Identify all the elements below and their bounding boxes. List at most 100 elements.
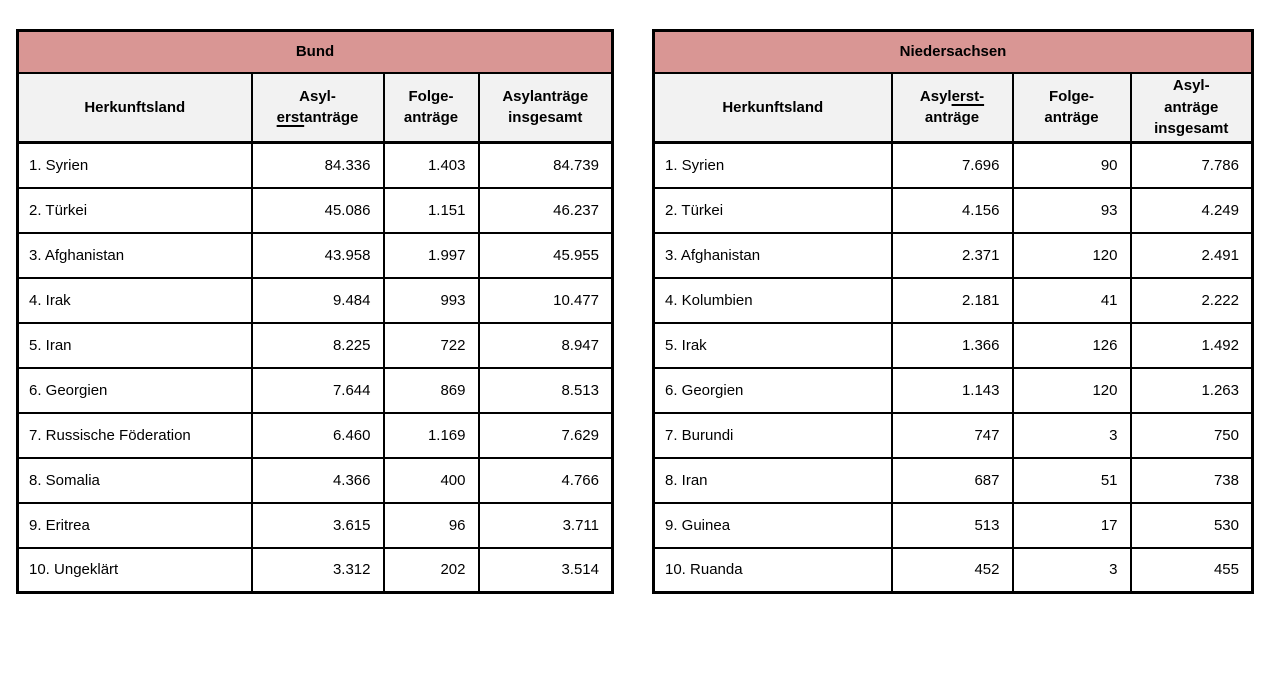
- cell-herkunftsland: 4. Irak: [16, 276, 253, 324]
- table-row: 7. Burundi 747 3 750: [652, 411, 1254, 459]
- title-row: Bund: [16, 29, 614, 74]
- cell-insgesamt: 4.249: [1129, 186, 1254, 234]
- cell-herkunftsland: 1. Syrien: [652, 141, 893, 189]
- cell-insgesamt: 8.947: [477, 321, 614, 369]
- cell-insgesamt: 1.263: [1129, 366, 1254, 414]
- column-header-text: erst-: [951, 87, 985, 105]
- cell-insgesamt: 3.711: [477, 501, 614, 549]
- cell-erstantraege: 43.958: [250, 231, 385, 279]
- cell-erstantraege: 7.644: [250, 366, 385, 414]
- cell-folgeantraege: 96: [382, 501, 480, 549]
- cell-folgeantraege: 1.151: [382, 186, 480, 234]
- cell-erstantraege: 9.484: [250, 276, 385, 324]
- cell-erstantraege: 747: [890, 411, 1014, 459]
- cell-folgeantraege: 3: [1011, 546, 1132, 594]
- cell-erstantraege: 7.696: [890, 141, 1014, 189]
- column-header-text: Asyl-: [1172, 77, 1210, 95]
- column-header-text: insgesamt: [508, 109, 583, 127]
- cell-folgeantraege: 120: [1011, 231, 1132, 279]
- cell-insgesamt: 750: [1129, 411, 1254, 459]
- cell-folgeantraege: 93: [1011, 186, 1132, 234]
- column-header-folgeantraege: Folge-anträge: [382, 71, 480, 144]
- cell-insgesamt: 10.477: [477, 276, 614, 324]
- cell-insgesamt: 1.492: [1129, 321, 1254, 369]
- cell-folgeantraege: 51: [1011, 456, 1132, 504]
- table-row: 2. Türkei 4.156 93 4.249: [652, 186, 1254, 234]
- table-row: 4. Irak 9.484 993 10.477: [16, 276, 614, 324]
- column-header-text: anträge: [403, 109, 459, 127]
- table-title: Niedersachsen: [652, 29, 1254, 74]
- table-row: 10. Ungeklärt 3.312 202 3.514: [16, 546, 614, 594]
- cell-erstantraege: 2.371: [890, 231, 1014, 279]
- cell-erstantraege: 452: [890, 546, 1014, 594]
- cell-herkunftsland: 6. Georgien: [16, 366, 253, 414]
- cell-herkunftsland: 3. Afghanistan: [652, 231, 893, 279]
- cell-insgesamt: 84.739: [477, 141, 614, 189]
- niedersachsen-table: Niedersachsen Herkunftsland Asylerst-antr…: [652, 29, 1254, 594]
- cell-herkunftsland: 8. Iran: [652, 456, 893, 504]
- title-row: Niedersachsen: [652, 29, 1254, 74]
- table-title: Bund: [16, 29, 614, 74]
- cell-erstantraege: 3.312: [250, 546, 385, 594]
- column-header-asylantraege-insgesamt: Asyl-anträge insgesamt: [1129, 71, 1254, 144]
- cell-folgeantraege: 400: [382, 456, 480, 504]
- cell-erstantraege: 2.181: [890, 276, 1014, 324]
- column-header-asylerstantraege: Asylerst-anträge: [890, 71, 1014, 144]
- cell-erstantraege: 45.086: [250, 186, 385, 234]
- cell-insgesamt: 45.955: [477, 231, 614, 279]
- table-row: 8. Somalia 4.366 400 4.766: [16, 456, 614, 504]
- cell-herkunftsland: 9. Eritrea: [16, 501, 253, 549]
- cell-erstantraege: 84.336: [250, 141, 385, 189]
- column-header-text: Herkunftsland: [84, 98, 186, 116]
- table-row: 2. Türkei 45.086 1.151 46.237: [16, 186, 614, 234]
- column-header-text: Herkunftsland: [722, 98, 824, 116]
- cell-insgesamt: 2.222: [1129, 276, 1254, 324]
- cell-herkunftsland: 5. Irak: [652, 321, 893, 369]
- cell-folgeantraege: 1.403: [382, 141, 480, 189]
- column-header-text: anträge: [1164, 98, 1219, 116]
- column-header-text: Asylanträge: [502, 87, 589, 105]
- cell-herkunftsland: 7. Burundi: [652, 411, 893, 459]
- table-row: 3. Afghanistan 43.958 1.997 45.955: [16, 231, 614, 279]
- cell-folgeantraege: 126: [1011, 321, 1132, 369]
- cell-folgeantraege: 17: [1011, 501, 1132, 549]
- cell-herkunftsland: 1. Syrien: [16, 141, 253, 189]
- header-row: Herkunftsland Asyl-erstanträge Folge-anträ…: [16, 71, 614, 144]
- header-row: Herkunftsland Asylerst-anträge Folge-anträ…: [652, 71, 1254, 144]
- cell-erstantraege: 1.143: [890, 366, 1014, 414]
- cell-herkunftsland: 6. Georgien: [652, 366, 893, 414]
- column-header-text: Asyl: [919, 87, 952, 105]
- cell-herkunftsland: 2. Türkei: [652, 186, 893, 234]
- column-header-text: anträge: [304, 109, 359, 127]
- cell-folgeantraege: 722: [382, 321, 480, 369]
- cell-insgesamt: 8.513: [477, 366, 614, 414]
- bund-table: Bund Herkunftsland Asyl-erstanträge Folge-…: [16, 29, 614, 594]
- cell-erstantraege: 6.460: [250, 411, 385, 459]
- cell-herkunftsland: 9. Guinea: [652, 501, 893, 549]
- table-row: 4. Kolumbien 2.181 41 2.222: [652, 276, 1254, 324]
- cell-herkunftsland: 10. Ungeklärt: [16, 546, 253, 594]
- table-row: 9. Guinea 513 17 530: [652, 501, 1254, 549]
- column-header-herkunftsland: Herkunftsland: [652, 71, 893, 144]
- column-header-text: anträge: [924, 109, 980, 127]
- cell-erstantraege: 8.225: [250, 321, 385, 369]
- column-header-herkunftsland: Herkunftsland: [16, 71, 253, 144]
- table-row: 1. Syrien 84.336 1.403 84.739: [16, 141, 614, 189]
- cell-insgesamt: 4.766: [477, 456, 614, 504]
- table-row: 6. Georgien 7.644 869 8.513: [16, 366, 614, 414]
- column-header-text: erst: [276, 109, 305, 127]
- cell-herkunftsland: 2. Türkei: [16, 186, 253, 234]
- cell-folgeantraege: 41: [1011, 276, 1132, 324]
- cell-herkunftsland: 4. Kolumbien: [652, 276, 893, 324]
- cell-folgeantraege: 3: [1011, 411, 1132, 459]
- cell-erstantraege: 4.366: [250, 456, 385, 504]
- cell-erstantraege: 1.366: [890, 321, 1014, 369]
- cell-herkunftsland: 8. Somalia: [16, 456, 253, 504]
- cell-insgesamt: 530: [1129, 501, 1254, 549]
- cell-folgeantraege: 90: [1011, 141, 1132, 189]
- column-header-asylerstantraege: Asyl-erstanträge: [250, 71, 385, 144]
- cell-folgeantraege: 120: [1011, 366, 1132, 414]
- table-row: 8. Iran 687 51 738: [652, 456, 1254, 504]
- column-header-text: Folge-: [1049, 87, 1094, 105]
